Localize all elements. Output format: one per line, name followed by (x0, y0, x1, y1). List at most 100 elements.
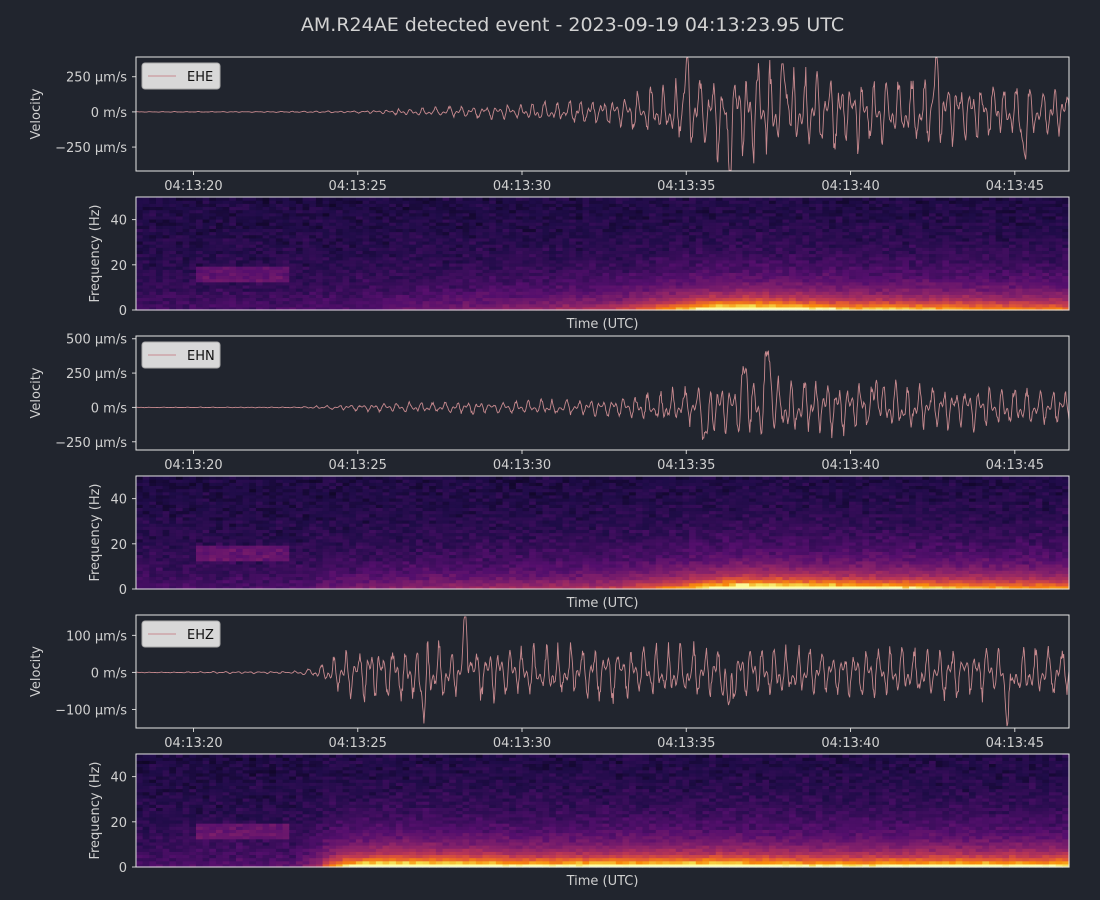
spectrogram-cell (175, 281, 184, 286)
spectrogram-cell (429, 247, 437, 251)
spectrogram-cell (395, 259, 404, 264)
spectrogram-cell (302, 225, 310, 229)
spectrogram-cell (302, 206, 310, 211)
spectrogram-cell (369, 272, 377, 277)
spectrogram-cell (229, 206, 237, 211)
spectrogram-cell (262, 247, 270, 251)
spectrogram-cell (402, 218, 410, 223)
spectrogram-cell (202, 200, 210, 204)
spectrogram-cell (349, 209, 357, 214)
spectrogram-cell (195, 197, 204, 201)
spectrogram-cell (149, 303, 157, 308)
spectrogram-cell (435, 237, 444, 242)
spectrogram-cell (302, 306, 310, 311)
spectrogram-cell (175, 259, 184, 264)
spectrogram-cell (649, 197, 657, 201)
spectrogram-cell (362, 256, 370, 261)
spectrogram-cell (202, 218, 210, 223)
spectrogram-cell (162, 278, 170, 283)
spectrogram-cell (182, 291, 190, 295)
spectrogram-cell (136, 253, 144, 258)
spectrogram-cell (209, 259, 217, 264)
spectrogram-cell (402, 209, 410, 214)
spectrogram-cell (322, 297, 330, 302)
spectrogram-cell (215, 209, 224, 214)
spectrogram-cell (249, 256, 257, 261)
spectrogram-cell (429, 200, 437, 204)
spectrogram-cell (222, 281, 230, 286)
spectrogram-cell (202, 284, 210, 289)
spectrogram-cell (189, 300, 197, 305)
spectrogram-cell (222, 225, 230, 229)
spectrogram-cell (269, 306, 277, 311)
spectrogram-cell (382, 269, 390, 273)
spectrogram-cell (282, 200, 290, 204)
spectrogram-cell (155, 272, 164, 277)
spectrogram-cell (282, 222, 290, 226)
spectrogram-cell (209, 234, 217, 239)
spectrogram-cell (402, 297, 410, 302)
spectrogram-cell (369, 218, 377, 223)
spectrogram-cell (195, 269, 204, 273)
spectrogram-cell (169, 240, 177, 245)
spectrogram-cell (175, 291, 184, 295)
spectrogram-cell (242, 225, 250, 229)
spectrogram-cell (309, 291, 317, 295)
spectrogram-cell (262, 275, 270, 280)
spectrogram-cell (209, 250, 217, 255)
spectrogram-cell (215, 212, 224, 217)
spectrogram-cell (289, 259, 297, 264)
spectrogram-cell (289, 240, 297, 245)
spectrogram-cell (249, 237, 257, 242)
spectrogram-cell (355, 262, 364, 267)
spectrogram-cell (389, 259, 397, 264)
spectrogram-cell (289, 253, 297, 258)
spectrogram-cell (202, 262, 210, 267)
spectrogram-cell (269, 197, 277, 201)
spectrogram-cell (209, 218, 217, 223)
spectrogram-cell (402, 294, 410, 299)
spectrogram-cell (249, 203, 257, 208)
spectrogram-cell (202, 228, 210, 233)
spectrogram-cell (429, 294, 437, 299)
spectrogram-cell (169, 300, 177, 305)
spectrogram-cell (429, 275, 437, 280)
spectrogram-cell (342, 244, 350, 248)
spectrogram-cell (389, 225, 397, 229)
spectrogram-cell (222, 284, 230, 289)
spectrogram-cell (215, 294, 224, 299)
spectrogram-cell (202, 266, 210, 270)
spectrogram-cell (442, 291, 450, 295)
spectrogram-cell (175, 237, 184, 242)
spectrogram-cell (195, 284, 204, 289)
spectrogram-cell (142, 278, 150, 283)
spectrogram-cell (395, 218, 404, 223)
spectrogram-cell (289, 306, 297, 311)
spectrogram-cell (309, 272, 317, 277)
spectrogram-cell (442, 275, 450, 280)
spectrogram-cell (315, 222, 324, 226)
spectrogram-cell (409, 297, 417, 302)
spectrogram-cell (229, 200, 237, 204)
spectrogram-cell (322, 250, 330, 255)
spectrogram-cell (702, 197, 710, 201)
spectrogram-cell (295, 203, 304, 208)
spectrogram-cell (229, 231, 237, 236)
spectrogram-cell (375, 203, 384, 208)
spectrogram-cell (322, 284, 330, 289)
spectrogram-cell (289, 300, 297, 305)
spectrogram-cell (169, 247, 177, 251)
spectrogram-cell (155, 306, 164, 311)
spectrogram-cell (195, 234, 204, 239)
spectrogram-cell (362, 262, 370, 267)
spectrogram-cell (195, 253, 204, 258)
spectrogram-cell (415, 197, 424, 201)
spectrogram-cell (689, 197, 697, 201)
spectrogram-cell (402, 291, 410, 295)
spectrogram-cell (182, 234, 190, 239)
spectrogram-cell (209, 244, 217, 248)
spectrogram-cell (395, 212, 404, 217)
spectrogram-cell (342, 247, 350, 251)
spectrogram-cell (355, 218, 364, 223)
spectrogram-cell (136, 256, 144, 261)
